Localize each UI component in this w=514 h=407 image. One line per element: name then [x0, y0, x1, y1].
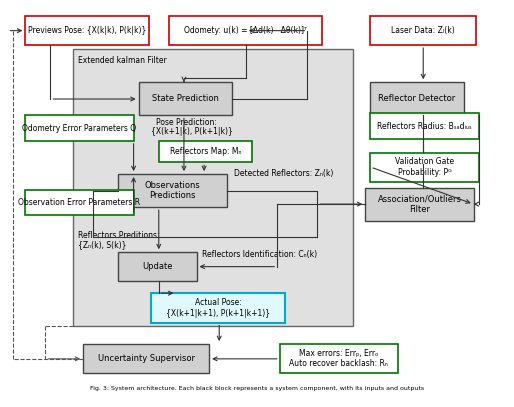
Text: Update: Update — [142, 263, 173, 271]
Bar — [25, 16, 149, 45]
Text: Reflectors Preditions:: Reflectors Preditions: — [78, 231, 160, 240]
Bar — [370, 114, 479, 139]
Text: Reflectors Radius: Bₛₐdᵢᵤₛ: Reflectors Radius: Bₛₐdᵢᵤₛ — [377, 122, 472, 131]
Text: Odometry Error Parameters Q: Odometry Error Parameters Q — [23, 124, 137, 133]
Text: Uncertainty Supervisor: Uncertainty Supervisor — [98, 354, 195, 363]
Bar — [370, 82, 464, 116]
Bar — [118, 174, 227, 207]
Bar — [118, 252, 196, 282]
Text: Pose Prediction:: Pose Prediction: — [156, 118, 217, 127]
Text: {Zₙ(k), S(k)}: {Zₙ(k), S(k)} — [78, 240, 126, 249]
Text: Reflectors Identification: Cₙ(k): Reflectors Identification: Cₙ(k) — [201, 250, 317, 259]
Text: Reflectors Map: Mₙ: Reflectors Map: Mₙ — [170, 147, 241, 156]
Text: Laser Data: Zₗ(k): Laser Data: Zₗ(k) — [391, 26, 455, 35]
Text: Actual Pose:
{X(k+1|k+1), P(k+1|k+1)}: Actual Pose: {X(k+1|k+1), P(k+1|k+1)} — [166, 298, 270, 317]
Text: Fig. 3: System architecture. Each black block represents a system component, wit: Fig. 3: System architecture. Each black … — [90, 386, 424, 391]
Bar — [370, 153, 479, 182]
Text: Previews Pose: {X(k|k), P(k|k)}: Previews Pose: {X(k|k), P(k|k)} — [28, 26, 146, 35]
Bar — [73, 49, 353, 326]
Text: Max errors: Errₚ, Errₒ
Auto recover backlash: Rₙ: Max errors: Errₚ, Errₒ Auto recover back… — [289, 349, 388, 368]
Text: Association/Outliers
Filter: Association/Outliers Filter — [377, 195, 462, 214]
Text: Observation Error Parameters R: Observation Error Parameters R — [19, 198, 140, 207]
Text: Odomety: u(k) = [Δd(k)   Δθ(k)]ᵀ: Odomety: u(k) = [Δd(k) Δθ(k)]ᵀ — [184, 26, 307, 35]
Text: Validation Gate
Probability: Pᴳ: Validation Gate Probability: Pᴳ — [395, 158, 454, 177]
Bar — [159, 141, 252, 162]
Bar — [169, 16, 322, 45]
Bar — [280, 344, 398, 373]
Text: Extended kalman Filter: Extended kalman Filter — [78, 56, 167, 65]
Text: Observations
Predictions: Observations Predictions — [145, 181, 200, 200]
Text: {X(k+1|k), P(k+1|k)}: {X(k+1|k), P(k+1|k)} — [151, 127, 233, 136]
Bar — [139, 82, 232, 116]
Text: Reflector Detector: Reflector Detector — [378, 94, 455, 103]
Text: State Prediction: State Prediction — [152, 94, 218, 103]
Bar — [365, 188, 473, 221]
Text: Detected Reflectors: Zₙ(k): Detected Reflectors: Zₙ(k) — [234, 169, 334, 178]
Bar — [25, 190, 134, 215]
Bar — [83, 344, 209, 373]
Bar — [25, 116, 134, 141]
Bar — [370, 16, 476, 45]
Bar — [151, 293, 285, 322]
